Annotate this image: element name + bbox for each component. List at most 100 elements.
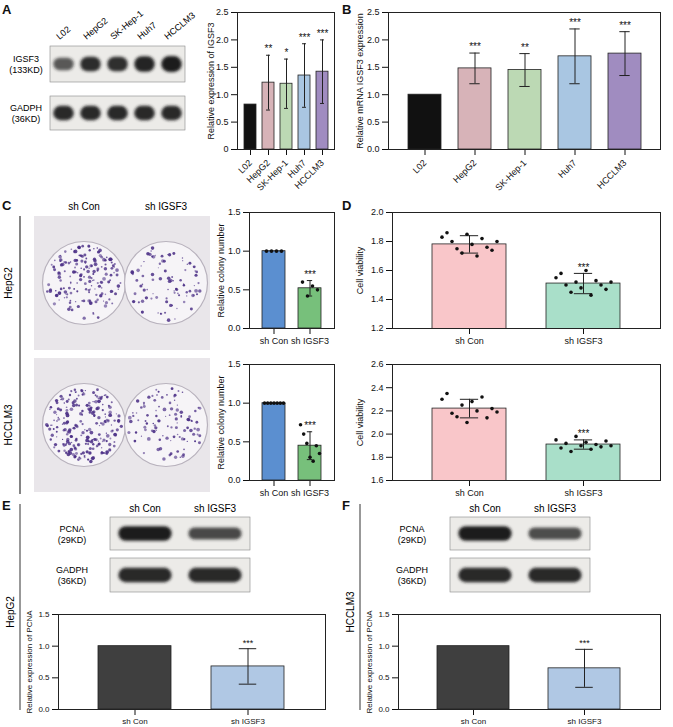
svg-text:sh IGSF3: sh IGSF3 xyxy=(568,717,602,726)
svg-text:0.0: 0.0 xyxy=(228,323,241,333)
svg-text:0.5: 0.5 xyxy=(228,437,241,447)
svg-text:2.5: 2.5 xyxy=(367,7,380,17)
svg-text:sh IGSF3: sh IGSF3 xyxy=(231,717,265,726)
svg-text:Cell viability: Cell viability xyxy=(355,398,365,446)
svg-text:1.5: 1.5 xyxy=(367,62,380,72)
svg-text:GADPH: GADPH xyxy=(56,565,88,575)
svg-text:sh IGSF3: sh IGSF3 xyxy=(194,503,237,514)
svg-text:***: *** xyxy=(299,32,311,43)
svg-text:HCCLM3: HCCLM3 xyxy=(3,404,14,446)
svg-text:**: ** xyxy=(265,43,273,54)
svg-text:HCCLM3: HCCLM3 xyxy=(293,158,326,191)
svg-text:2.4: 2.4 xyxy=(371,383,384,393)
svg-text:2.0: 2.0 xyxy=(371,429,384,439)
svg-text:Huh7: Huh7 xyxy=(556,158,578,180)
svg-text:Relative expression of IGSF3: Relative expression of IGSF3 xyxy=(206,22,216,139)
svg-text:(29KD): (29KD) xyxy=(58,535,87,545)
svg-text:1.6: 1.6 xyxy=(371,475,384,485)
svg-text:***: *** xyxy=(243,638,254,648)
svg-text:HepG2: HepG2 xyxy=(5,596,16,628)
svg-text:1.5: 1.5 xyxy=(38,610,50,619)
svg-text:sh IGSF3: sh IGSF3 xyxy=(291,336,329,346)
svg-text:1.8: 1.8 xyxy=(371,452,384,462)
svg-text:1.5: 1.5 xyxy=(228,359,241,369)
svg-text:***: *** xyxy=(578,428,590,439)
svg-text:0.0: 0.0 xyxy=(228,475,241,485)
svg-text:sh Con: sh Con xyxy=(469,503,501,514)
svg-text:***: *** xyxy=(304,420,316,431)
svg-text:0.0: 0.0 xyxy=(378,705,390,714)
svg-text:1.5: 1.5 xyxy=(378,610,390,619)
svg-text:HCCLM3: HCCLM3 xyxy=(595,158,628,191)
svg-text:*: * xyxy=(285,47,289,58)
svg-text:sh IGSF3: sh IGSF3 xyxy=(564,488,602,498)
svg-text:***: *** xyxy=(469,41,481,52)
svg-text:sh Con: sh Con xyxy=(68,201,100,212)
svg-text:0.5: 0.5 xyxy=(378,673,390,682)
svg-text:Relative colony number: Relative colony number xyxy=(216,223,226,317)
svg-text:1.0: 1.0 xyxy=(228,398,241,408)
svg-text:(29KD): (29KD) xyxy=(398,535,427,545)
svg-text:***: *** xyxy=(619,20,631,31)
svg-text:1.0: 1.0 xyxy=(228,246,241,256)
svg-text:HCCLM3: HCCLM3 xyxy=(162,10,197,41)
svg-text:***: *** xyxy=(304,269,316,280)
svg-text:2.0: 2.0 xyxy=(216,35,229,45)
svg-text:Relative mRNA IGSF3 expression: Relative mRNA IGSF3 expression xyxy=(355,13,365,149)
svg-text:GADPH: GADPH xyxy=(10,103,42,113)
svg-text:sh Con: sh Con xyxy=(260,336,289,346)
svg-text:0.0: 0.0 xyxy=(367,144,380,154)
svg-text:**: ** xyxy=(521,42,529,53)
svg-text:Relative expression of PCNA: Relative expression of PCNA xyxy=(365,610,374,714)
svg-text:sh Con: sh Con xyxy=(122,717,147,726)
svg-text:HepG2: HepG2 xyxy=(451,158,478,185)
svg-text:***: *** xyxy=(569,17,581,28)
svg-text:Relative expression of PCNA: Relative expression of PCNA xyxy=(25,610,34,714)
svg-text:sh Con: sh Con xyxy=(455,336,484,346)
svg-text:sh IGSF3: sh IGSF3 xyxy=(534,503,577,514)
svg-text:0: 0 xyxy=(223,144,228,154)
svg-text:L02: L02 xyxy=(54,24,72,41)
svg-text:***: *** xyxy=(579,638,590,648)
svg-text:1.0: 1.0 xyxy=(38,642,50,651)
svg-text:sh Con: sh Con xyxy=(129,503,161,514)
svg-text:0.5: 0.5 xyxy=(367,117,380,127)
svg-text:1.0: 1.0 xyxy=(367,90,380,100)
svg-text:2.6: 2.6 xyxy=(371,359,384,369)
svg-text:sh IGSF3: sh IGSF3 xyxy=(291,488,329,498)
svg-text:GADPH: GADPH xyxy=(396,565,428,575)
svg-text:sh Con: sh Con xyxy=(461,717,486,726)
svg-text:Huh7: Huh7 xyxy=(135,20,158,41)
svg-text:HepG2: HepG2 xyxy=(3,267,14,299)
svg-text:2.2: 2.2 xyxy=(371,406,384,416)
svg-text:Cell viability: Cell viability xyxy=(355,246,365,294)
svg-text:(36KD): (36KD) xyxy=(12,114,41,124)
svg-text:sh IGSF3: sh IGSF3 xyxy=(564,336,602,346)
svg-text:1.5: 1.5 xyxy=(216,62,229,72)
svg-text:2.5: 2.5 xyxy=(216,7,229,17)
svg-text:L02: L02 xyxy=(411,158,429,176)
svg-text:1.0: 1.0 xyxy=(216,90,229,100)
svg-text:PCNA: PCNA xyxy=(399,524,424,534)
svg-text:IGSF3: IGSF3 xyxy=(13,54,39,64)
svg-text:0.5: 0.5 xyxy=(38,673,50,682)
svg-text:1.4: 1.4 xyxy=(371,294,384,304)
svg-text:2.0: 2.0 xyxy=(367,35,380,45)
svg-text:sh Con: sh Con xyxy=(260,488,289,498)
svg-text:***: *** xyxy=(578,262,590,273)
svg-text:sh Con: sh Con xyxy=(455,488,484,498)
svg-text:0.0: 0.0 xyxy=(38,705,50,714)
svg-text:(36KD): (36KD) xyxy=(58,576,87,586)
svg-text:SK-Hep-1: SK-Hep-1 xyxy=(255,158,290,193)
svg-text:1.2: 1.2 xyxy=(371,323,384,333)
svg-text:Relative colony number: Relative colony number xyxy=(216,375,226,469)
svg-text:0.5: 0.5 xyxy=(228,285,241,295)
svg-text:1.0: 1.0 xyxy=(378,642,390,651)
svg-text:HepG2: HepG2 xyxy=(81,16,109,42)
svg-text:2.0: 2.0 xyxy=(371,207,384,217)
svg-text:1.6: 1.6 xyxy=(371,265,384,275)
svg-text:HCCLM3: HCCLM3 xyxy=(345,591,356,633)
svg-text:sh IGSF3: sh IGSF3 xyxy=(145,201,188,212)
svg-text:PCNA: PCNA xyxy=(59,524,84,534)
svg-text:0.5: 0.5 xyxy=(216,117,229,127)
